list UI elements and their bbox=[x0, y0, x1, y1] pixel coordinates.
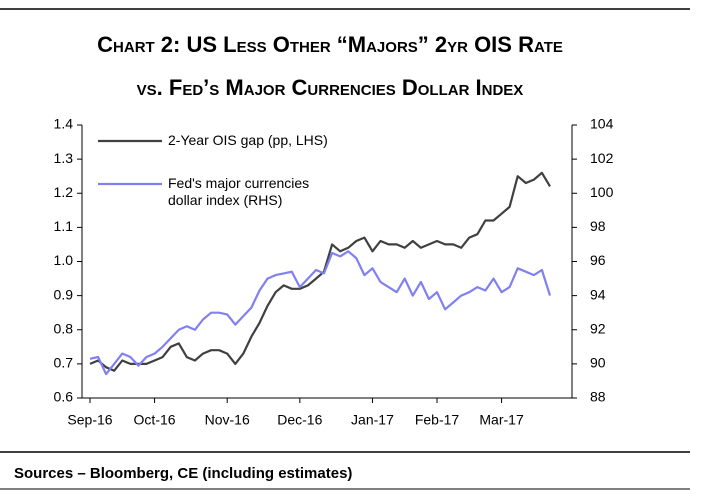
y-tick-label: 1.2 bbox=[54, 184, 74, 200]
y-tick-label: 1.3 bbox=[54, 150, 74, 166]
y2-tick-label: 92 bbox=[590, 320, 606, 336]
x-tick-label: Jan-17 bbox=[351, 412, 394, 428]
y-tick-label: 0.7 bbox=[54, 355, 74, 371]
y2-tick-label: 102 bbox=[590, 150, 614, 166]
legend-label: Fed's major currencies dollar index (RHS… bbox=[168, 175, 310, 208]
x-tick-label: Dec-16 bbox=[277, 412, 322, 428]
legend-label: 2-Year OIS gap (pp, LHS) bbox=[168, 132, 328, 148]
source: Sources – Bloomberg, CE (including estim… bbox=[14, 465, 352, 482]
y2-tick-label: 90 bbox=[590, 355, 606, 371]
x-tick-label: Nov-16 bbox=[205, 412, 250, 428]
y2-tick-label: 96 bbox=[590, 252, 606, 268]
series-line bbox=[89, 250, 552, 376]
y-tick-label: 1.0 bbox=[54, 252, 74, 268]
y-tick-label: 0.6 bbox=[54, 389, 74, 405]
x-tick-label: Oct-16 bbox=[134, 412, 176, 428]
x-tick-label: Feb-17 bbox=[415, 412, 460, 428]
y-tick-label: 1.1 bbox=[54, 218, 74, 234]
y2-tick-label: 94 bbox=[590, 286, 606, 302]
x-tick-label: Mar-17 bbox=[479, 412, 524, 428]
chart-subtitle: vs. Fed’s Major Currencies Dollar Index bbox=[137, 75, 524, 100]
y2-tick-label: 98 bbox=[590, 218, 606, 234]
y-tick-label: 0.8 bbox=[54, 320, 74, 336]
y-tick-label: 1.4 bbox=[54, 116, 74, 132]
series-line bbox=[89, 171, 551, 372]
y2-tick-label: 100 bbox=[590, 184, 614, 200]
chart-title: Chart 2: US Less Other “Majors” 2yr OIS … bbox=[97, 32, 563, 57]
y2-tick-label: 88 bbox=[590, 389, 606, 405]
y-tick-label: 0.9 bbox=[54, 286, 74, 302]
y2-tick-label: 104 bbox=[590, 116, 614, 132]
x-tick-label: Sep-16 bbox=[67, 412, 112, 428]
